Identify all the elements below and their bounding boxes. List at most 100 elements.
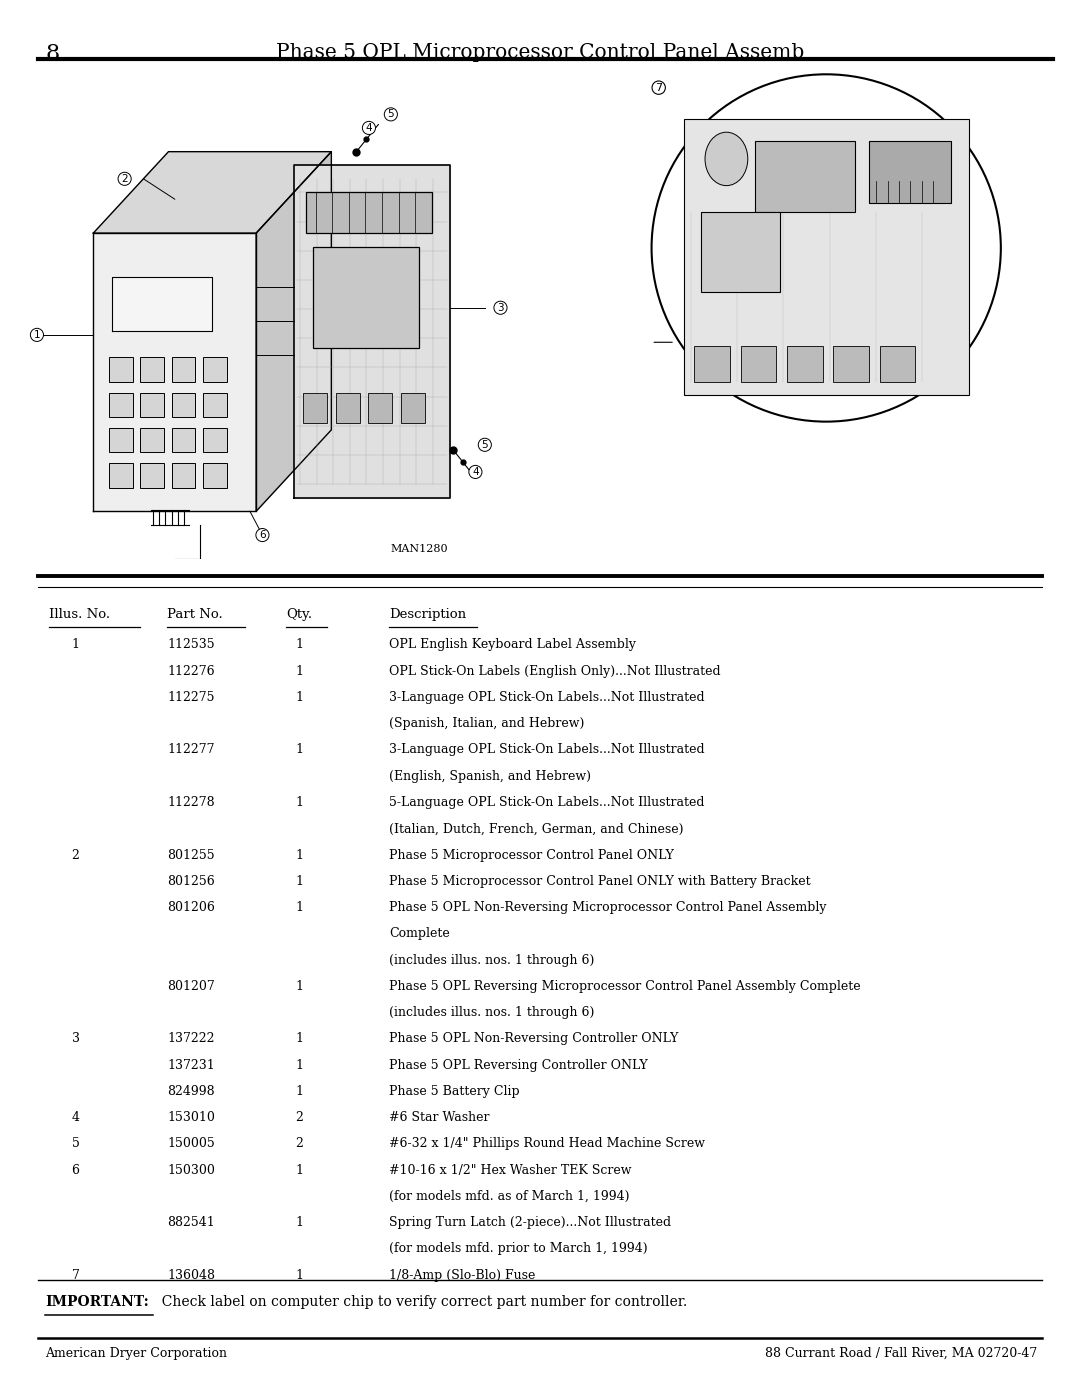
Bar: [109, 393, 133, 416]
Bar: [879, 346, 916, 381]
Text: Description: Description: [389, 608, 465, 620]
Text: 2: 2: [295, 1137, 303, 1151]
Text: 150005: 150005: [167, 1137, 215, 1151]
Text: Complete: Complete: [389, 928, 449, 940]
Text: IMPORTANT:: IMPORTANT:: [45, 1295, 149, 1309]
Text: 153010: 153010: [167, 1111, 215, 1125]
Text: 1: 1: [295, 638, 303, 651]
Bar: [172, 464, 195, 488]
Text: 7: 7: [656, 82, 662, 92]
Text: Spring Turn Latch (2-piece)...Not Illustrated: Spring Turn Latch (2-piece)...Not Illust…: [389, 1217, 671, 1229]
Bar: [172, 393, 195, 416]
Text: (includes illus. nos. 1 through 6): (includes illus. nos. 1 through 6): [389, 954, 594, 967]
Text: 5: 5: [482, 440, 488, 450]
Text: #6-32 x 1/4" Phillips Round Head Machine Screw: #6-32 x 1/4" Phillips Round Head Machine…: [389, 1137, 705, 1151]
Text: 1/8-Amp (Slo-Blo) Fuse: 1/8-Amp (Slo-Blo) Fuse: [389, 1268, 536, 1282]
Text: 112277: 112277: [167, 743, 215, 757]
Ellipse shape: [651, 74, 1001, 422]
Bar: [172, 427, 195, 453]
Text: OPL English Keyboard Label Assembly: OPL English Keyboard Label Assembly: [389, 638, 636, 651]
Text: 5-Language OPL Stick-On Labels...Not Illustrated: 5-Language OPL Stick-On Labels...Not Ill…: [389, 796, 704, 809]
Text: 1: 1: [33, 330, 40, 339]
Text: 1: 1: [295, 875, 303, 888]
Bar: [203, 358, 227, 381]
Polygon shape: [256, 152, 332, 511]
Bar: [401, 393, 424, 423]
Bar: [869, 141, 951, 204]
Text: (for models mfd. prior to March 1, 1994): (for models mfd. prior to March 1, 1994): [389, 1242, 647, 1256]
Text: 137222: 137222: [167, 1032, 215, 1045]
Text: 6: 6: [71, 1164, 80, 1176]
Text: Phase 5 OPL Non-Reversing Controller ONLY: Phase 5 OPL Non-Reversing Controller ONL…: [389, 1032, 678, 1045]
Text: 1: 1: [295, 1059, 303, 1071]
Text: (Italian, Dutch, French, German, and Chinese): (Italian, Dutch, French, German, and Chi…: [389, 823, 684, 835]
Text: Part No.: Part No.: [167, 608, 224, 620]
Polygon shape: [112, 277, 213, 331]
Text: American Dryer Corporation: American Dryer Corporation: [45, 1347, 228, 1359]
Bar: [741, 346, 777, 381]
Text: Phase 5 Microprocessor Control Panel ONLY with Battery Bracket: Phase 5 Microprocessor Control Panel ONL…: [389, 875, 810, 888]
Text: 137231: 137231: [167, 1059, 215, 1071]
Text: 801207: 801207: [167, 979, 215, 993]
Text: 150300: 150300: [167, 1164, 215, 1176]
Polygon shape: [93, 152, 332, 233]
Text: 112276: 112276: [167, 665, 215, 678]
Text: 5: 5: [71, 1137, 80, 1151]
Text: 801206: 801206: [167, 901, 215, 914]
Bar: [787, 346, 823, 381]
Bar: [684, 119, 969, 395]
Text: 1: 1: [295, 848, 303, 862]
Bar: [203, 393, 227, 416]
Bar: [755, 141, 854, 212]
Text: 4: 4: [472, 467, 478, 476]
Text: 5: 5: [388, 109, 394, 119]
Text: 1: 1: [295, 1217, 303, 1229]
Text: 136048: 136048: [167, 1268, 215, 1282]
Bar: [109, 464, 133, 488]
Text: 1: 1: [295, 1268, 303, 1282]
Polygon shape: [93, 233, 256, 511]
Text: #6 Star Washer: #6 Star Washer: [389, 1111, 489, 1125]
Text: 8: 8: [45, 43, 59, 66]
Polygon shape: [294, 165, 450, 497]
Bar: [140, 358, 164, 381]
Text: (Spanish, Italian, and Hebrew): (Spanish, Italian, and Hebrew): [389, 717, 584, 731]
Text: 801256: 801256: [167, 875, 215, 888]
Circle shape: [705, 133, 747, 186]
Text: Phase 5 OPL Reversing Microprocessor Control Panel Assembly Complete: Phase 5 OPL Reversing Microprocessor Con…: [389, 979, 861, 993]
Text: MAN1280: MAN1280: [390, 543, 448, 553]
Text: 801255: 801255: [167, 848, 215, 862]
Text: 1: 1: [295, 979, 303, 993]
Bar: [694, 346, 730, 381]
Text: 112275: 112275: [167, 692, 215, 704]
Bar: [140, 464, 164, 488]
Text: 3-Language OPL Stick-On Labels...Not Illustrated: 3-Language OPL Stick-On Labels...Not Ill…: [389, 743, 704, 757]
Text: Phase 5 OPL Microprocessor Control Panel Assemb: Phase 5 OPL Microprocessor Control Panel…: [275, 43, 805, 63]
Text: 2: 2: [295, 1111, 303, 1125]
Text: Check label on computer chip to verify correct part number for controller.: Check label on computer chip to verify c…: [153, 1295, 688, 1309]
Text: 2: 2: [121, 173, 127, 184]
Bar: [336, 393, 360, 423]
Text: 1: 1: [295, 1085, 303, 1098]
Text: 7: 7: [71, 1268, 80, 1282]
Text: 1: 1: [295, 1164, 303, 1176]
Bar: [109, 358, 133, 381]
Text: Phase 5 Microprocessor Control Panel ONLY: Phase 5 Microprocessor Control Panel ONL…: [389, 848, 674, 862]
Bar: [303, 393, 327, 423]
Text: 882541: 882541: [167, 1217, 215, 1229]
Text: 824998: 824998: [167, 1085, 215, 1098]
Bar: [203, 427, 227, 453]
Bar: [109, 427, 133, 453]
Text: Phase 5 OPL Non-Reversing Microprocessor Control Panel Assembly: Phase 5 OPL Non-Reversing Microprocessor…: [389, 901, 826, 914]
Bar: [140, 393, 164, 416]
Text: (for models mfd. as of March 1, 1994): (for models mfd. as of March 1, 1994): [389, 1190, 630, 1203]
Text: 1: 1: [295, 1032, 303, 1045]
Bar: [172, 358, 195, 381]
Text: 1: 1: [71, 638, 80, 651]
Text: 1: 1: [295, 796, 303, 809]
Text: 1: 1: [295, 901, 303, 914]
Bar: [203, 464, 227, 488]
Text: (includes illus. nos. 1 through 6): (includes illus. nos. 1 through 6): [389, 1006, 594, 1020]
Text: #10-16 x 1/2" Hex Washer TEK Screw: #10-16 x 1/2" Hex Washer TEK Screw: [389, 1164, 632, 1176]
Text: 3: 3: [497, 303, 503, 313]
